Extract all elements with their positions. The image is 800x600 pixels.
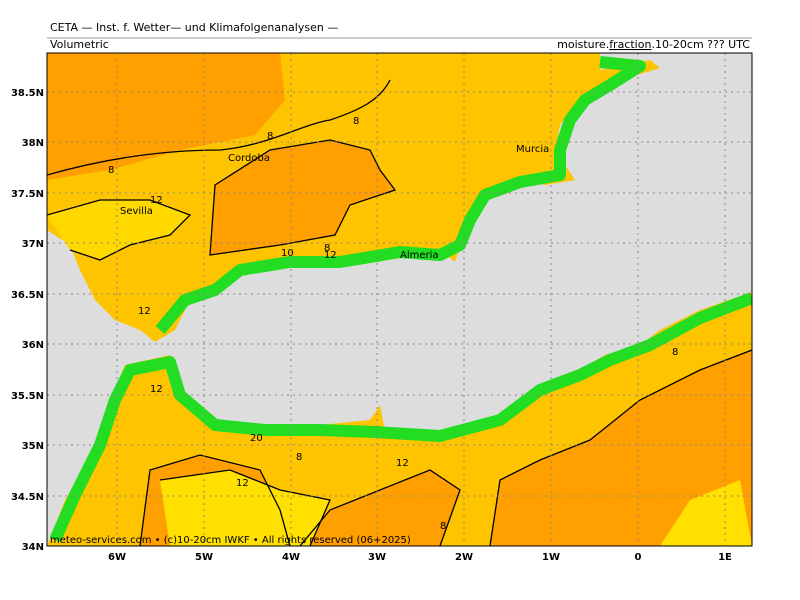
subtitle-right: moisture.fraction.10-20cm ??? UTC xyxy=(557,38,750,51)
map xyxy=(46,52,753,547)
subtitle-left: Volumetric xyxy=(50,38,109,51)
contour-label: 12 xyxy=(236,478,249,489)
contour xyxy=(159,469,331,546)
contour-label: 8 xyxy=(267,131,273,142)
ticks: 6W 5W 4W 3W 2W 1W 0 1E 38.5N 38N 37.5N 37N 36.5N 36N 3… xyxy=(11,88,732,563)
contour xyxy=(209,139,397,256)
moist-zone xyxy=(47,53,395,255)
contour-label: 20 xyxy=(250,433,263,444)
lat-label: 37.5N xyxy=(11,189,44,200)
field-name: moisture. xyxy=(557,38,609,51)
grid xyxy=(47,53,752,546)
lat-label: 37N xyxy=(22,239,44,250)
contour-label: 8 xyxy=(440,521,446,532)
contour-label: 8 xyxy=(296,452,302,463)
city-label: Sevilla xyxy=(120,206,153,217)
contour-label: 12 xyxy=(150,195,163,206)
contour-label: 8 xyxy=(672,347,678,358)
contour-label: 12 xyxy=(138,306,151,317)
lon-label: 5W xyxy=(195,552,213,563)
lat-label: 34.5N xyxy=(11,492,44,503)
moist-zone xyxy=(140,350,752,546)
lat-label: 36N xyxy=(22,340,44,351)
city-label: Murcia xyxy=(516,144,549,155)
lat-label: 35N xyxy=(22,441,44,452)
city-label: Cordoba xyxy=(228,153,270,164)
dry-zone xyxy=(47,200,190,260)
lat-label: 38N xyxy=(22,138,44,149)
contour-label: 12 xyxy=(396,458,409,469)
footer: meteo-services.com • (c)10-20cm IWKF • A… xyxy=(50,535,411,546)
contour-label: 8 xyxy=(353,116,359,127)
contour xyxy=(47,199,192,261)
lat-label: 35.5N xyxy=(11,391,44,402)
contour xyxy=(139,454,291,546)
contour-label: 12 xyxy=(150,384,163,395)
lat-label: 34N xyxy=(22,542,44,553)
field-unit: fraction xyxy=(609,38,651,51)
lat-label: 36.5N xyxy=(11,290,44,301)
title: CETA — Inst. f. Wetter— und Klimafolgena… xyxy=(50,21,338,34)
coast-wet-strip xyxy=(49,292,752,543)
contour xyxy=(299,469,461,546)
lon-label: 1E xyxy=(718,552,732,563)
lon-label: 4W xyxy=(282,552,300,563)
dry-zone xyxy=(160,470,752,546)
lat-label: 38.5N xyxy=(11,88,44,99)
contour-label: 8 xyxy=(324,243,330,254)
contour-label: 12 xyxy=(324,250,337,261)
contour xyxy=(47,79,391,176)
lon-label: 3W xyxy=(368,552,386,563)
coast-wet-strip xyxy=(155,56,646,334)
contour-label: 10 xyxy=(281,248,294,259)
lon-label: 1W xyxy=(542,552,560,563)
field-level: .10-20cm ??? UTC xyxy=(651,38,750,51)
lon-label: 0 xyxy=(635,552,642,563)
lon-label: 2W xyxy=(455,552,473,563)
lon-label: 6W xyxy=(108,552,126,563)
city-label: Almeria xyxy=(400,250,439,261)
contour-label: 8 xyxy=(108,165,114,176)
contour xyxy=(489,349,752,546)
map-frame xyxy=(46,52,753,547)
